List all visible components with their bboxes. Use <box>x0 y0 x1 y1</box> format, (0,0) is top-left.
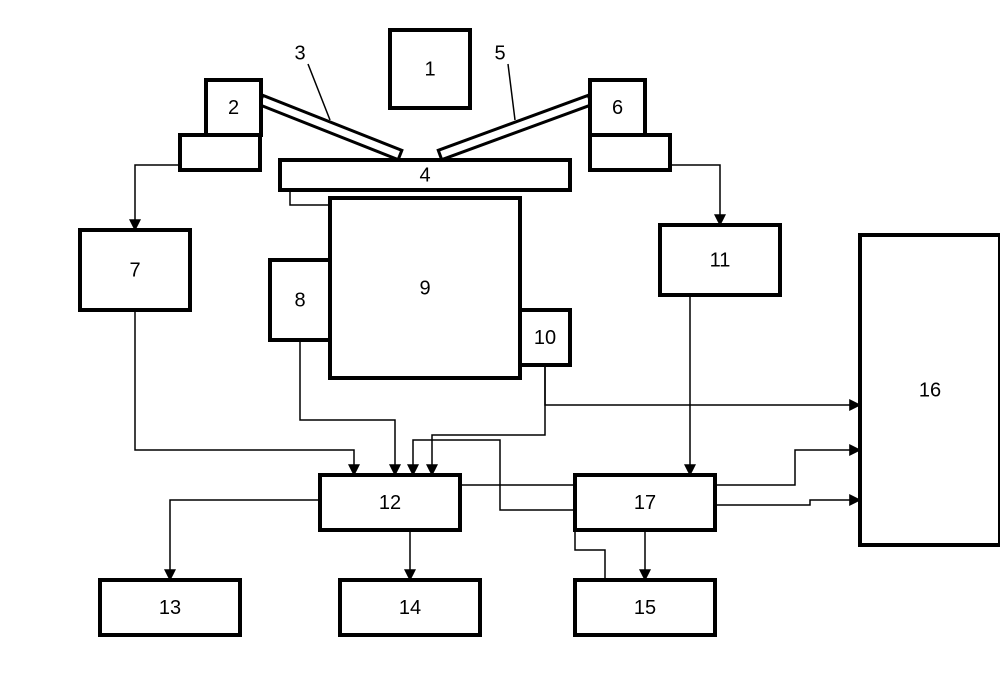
node-label-n6: 6 <box>612 97 623 119</box>
node-label-n17: 17 <box>634 492 656 514</box>
node-label-n16: 16 <box>919 379 941 401</box>
node-n7: 7 <box>80 230 190 310</box>
node-label-n9: 9 <box>419 277 430 299</box>
node-n1: 1 <box>390 30 470 108</box>
node-label-n2: 2 <box>228 97 239 119</box>
node-label-n12: 12 <box>379 492 401 514</box>
node-label-n8: 8 <box>294 289 305 311</box>
edge-n2b-n7 <box>135 165 180 230</box>
edge-n17-n16 <box>715 500 860 505</box>
node-n16: 16 <box>860 235 1000 545</box>
node-n6: 6 <box>590 80 645 135</box>
node-n10: 10 <box>520 310 570 365</box>
node-label-n1: 1 <box>424 58 435 80</box>
node-n17: 17 <box>575 475 715 530</box>
node-n13: 13 <box>100 580 240 635</box>
node-n4: 4 <box>280 160 570 190</box>
edge-n10-n16 <box>545 365 860 405</box>
node-label-n4: 4 <box>419 164 430 186</box>
node-label-n11: 11 <box>710 249 731 271</box>
edge-n4-n9 <box>290 190 330 205</box>
node-label-n7: 7 <box>129 259 140 281</box>
node-label-n10: 10 <box>534 327 556 349</box>
node-label-n13: 13 <box>159 597 181 619</box>
node-n2b <box>180 135 260 170</box>
node-label-n15: 15 <box>634 597 656 619</box>
node-n11: 11 <box>660 225 780 295</box>
node-n9: 9 <box>330 198 520 378</box>
leader-line <box>508 64 515 120</box>
node-label-n14: 14 <box>399 597 421 619</box>
edge-n6b-n11 <box>670 165 720 225</box>
node-n6b <box>590 135 670 170</box>
label-5: 5 <box>494 42 505 64</box>
node-n8: 8 <box>270 260 330 340</box>
node-box-n6b <box>590 135 670 170</box>
edge-n12-n13 <box>170 500 320 580</box>
leader-line <box>308 64 330 120</box>
edge-n10-n12 <box>432 365 545 475</box>
node-n2: 2 <box>206 80 261 135</box>
node-n12: 12 <box>320 475 460 530</box>
tube <box>259 95 402 159</box>
label-3: 3 <box>294 42 305 64</box>
node-n15: 15 <box>575 580 715 635</box>
node-box-n2b <box>180 135 260 170</box>
node-n14: 14 <box>340 580 480 635</box>
